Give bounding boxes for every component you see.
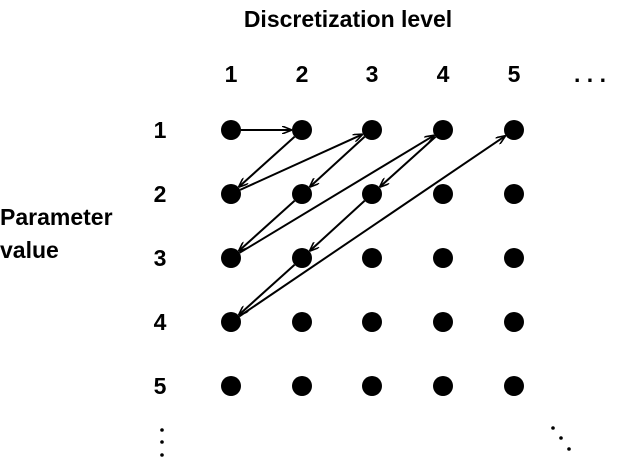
grid-dot-r2-c1 (221, 184, 241, 204)
traversal-arrow-2 (239, 135, 296, 187)
grid-dot-r3-c5 (504, 248, 524, 268)
column-label-4: 4 (437, 61, 450, 87)
row-label-2: 2 (154, 181, 167, 207)
parameter-label-line2: value (0, 237, 59, 263)
grid-dot-r2-c3 (362, 184, 382, 204)
grid-dot-r3-c3 (362, 248, 382, 268)
traversal-arrows (238, 130, 505, 318)
grid-dot-r5-c1 (221, 376, 241, 396)
row-label-5: 5 (154, 373, 167, 399)
grid-dot-r1-c5 (504, 120, 524, 140)
grid-dot-r1-c3 (362, 120, 382, 140)
grid-dot-r4-c3 (362, 312, 382, 332)
grid-dot-r3-c2 (292, 248, 312, 268)
diagonal-ellipsis-icon (551, 426, 571, 451)
row-label-4: 4 (154, 309, 167, 335)
traversal-arrow-3 (239, 135, 362, 191)
grid-dot-r3-c4 (433, 248, 453, 268)
traversal-arrow-6 (239, 136, 434, 254)
parameter-label-line1: Parameter (0, 204, 113, 230)
grid-dots (221, 120, 524, 396)
row-ellipsis-icon (160, 428, 164, 457)
grid-dot-r5-c2 (292, 376, 312, 396)
traversal-arrow-5 (239, 199, 296, 251)
traversal-arrow-4 (310, 136, 366, 187)
row-label-3: 3 (154, 245, 167, 271)
traversal-arrow-10 (238, 136, 505, 318)
grid-dot-r4-c4 (433, 312, 453, 332)
grid-dot-r2-c5 (504, 184, 524, 204)
grid-dot-r5-c4 (433, 376, 453, 396)
grid-dot-r2-c4 (433, 184, 453, 204)
grid-dot-r4-c5 (504, 312, 524, 332)
column-label-2: 2 (296, 61, 309, 87)
column-label-3: 3 (366, 61, 379, 87)
diagram-title: Discretization level (244, 6, 452, 32)
grid-dot-r2-c2 (292, 184, 312, 204)
column-labels: 1 2 3 4 5 (225, 61, 521, 87)
column-ellipsis: . . . (574, 61, 606, 87)
traversal-arrow-7 (380, 135, 437, 187)
row-labels: 1 2 3 4 5 (154, 117, 167, 399)
grid-dot-r5-c5 (504, 376, 524, 396)
row-label-1: 1 (154, 117, 167, 143)
grid-dot-r1-c4 (433, 120, 453, 140)
grid-dot-r1-c1 (221, 120, 241, 140)
grid-dot-r1-c2 (292, 120, 312, 140)
grid-dot-r4-c2 (292, 312, 312, 332)
column-label-5: 5 (508, 61, 521, 87)
grid-dot-r4-c1 (221, 312, 241, 332)
grid-dot-r3-c1 (221, 248, 241, 268)
traversal-arrow-8 (310, 200, 366, 251)
column-label-1: 1 (225, 61, 238, 87)
traversal-arrow-9 (239, 263, 296, 315)
grid-dot-r5-c3 (362, 376, 382, 396)
